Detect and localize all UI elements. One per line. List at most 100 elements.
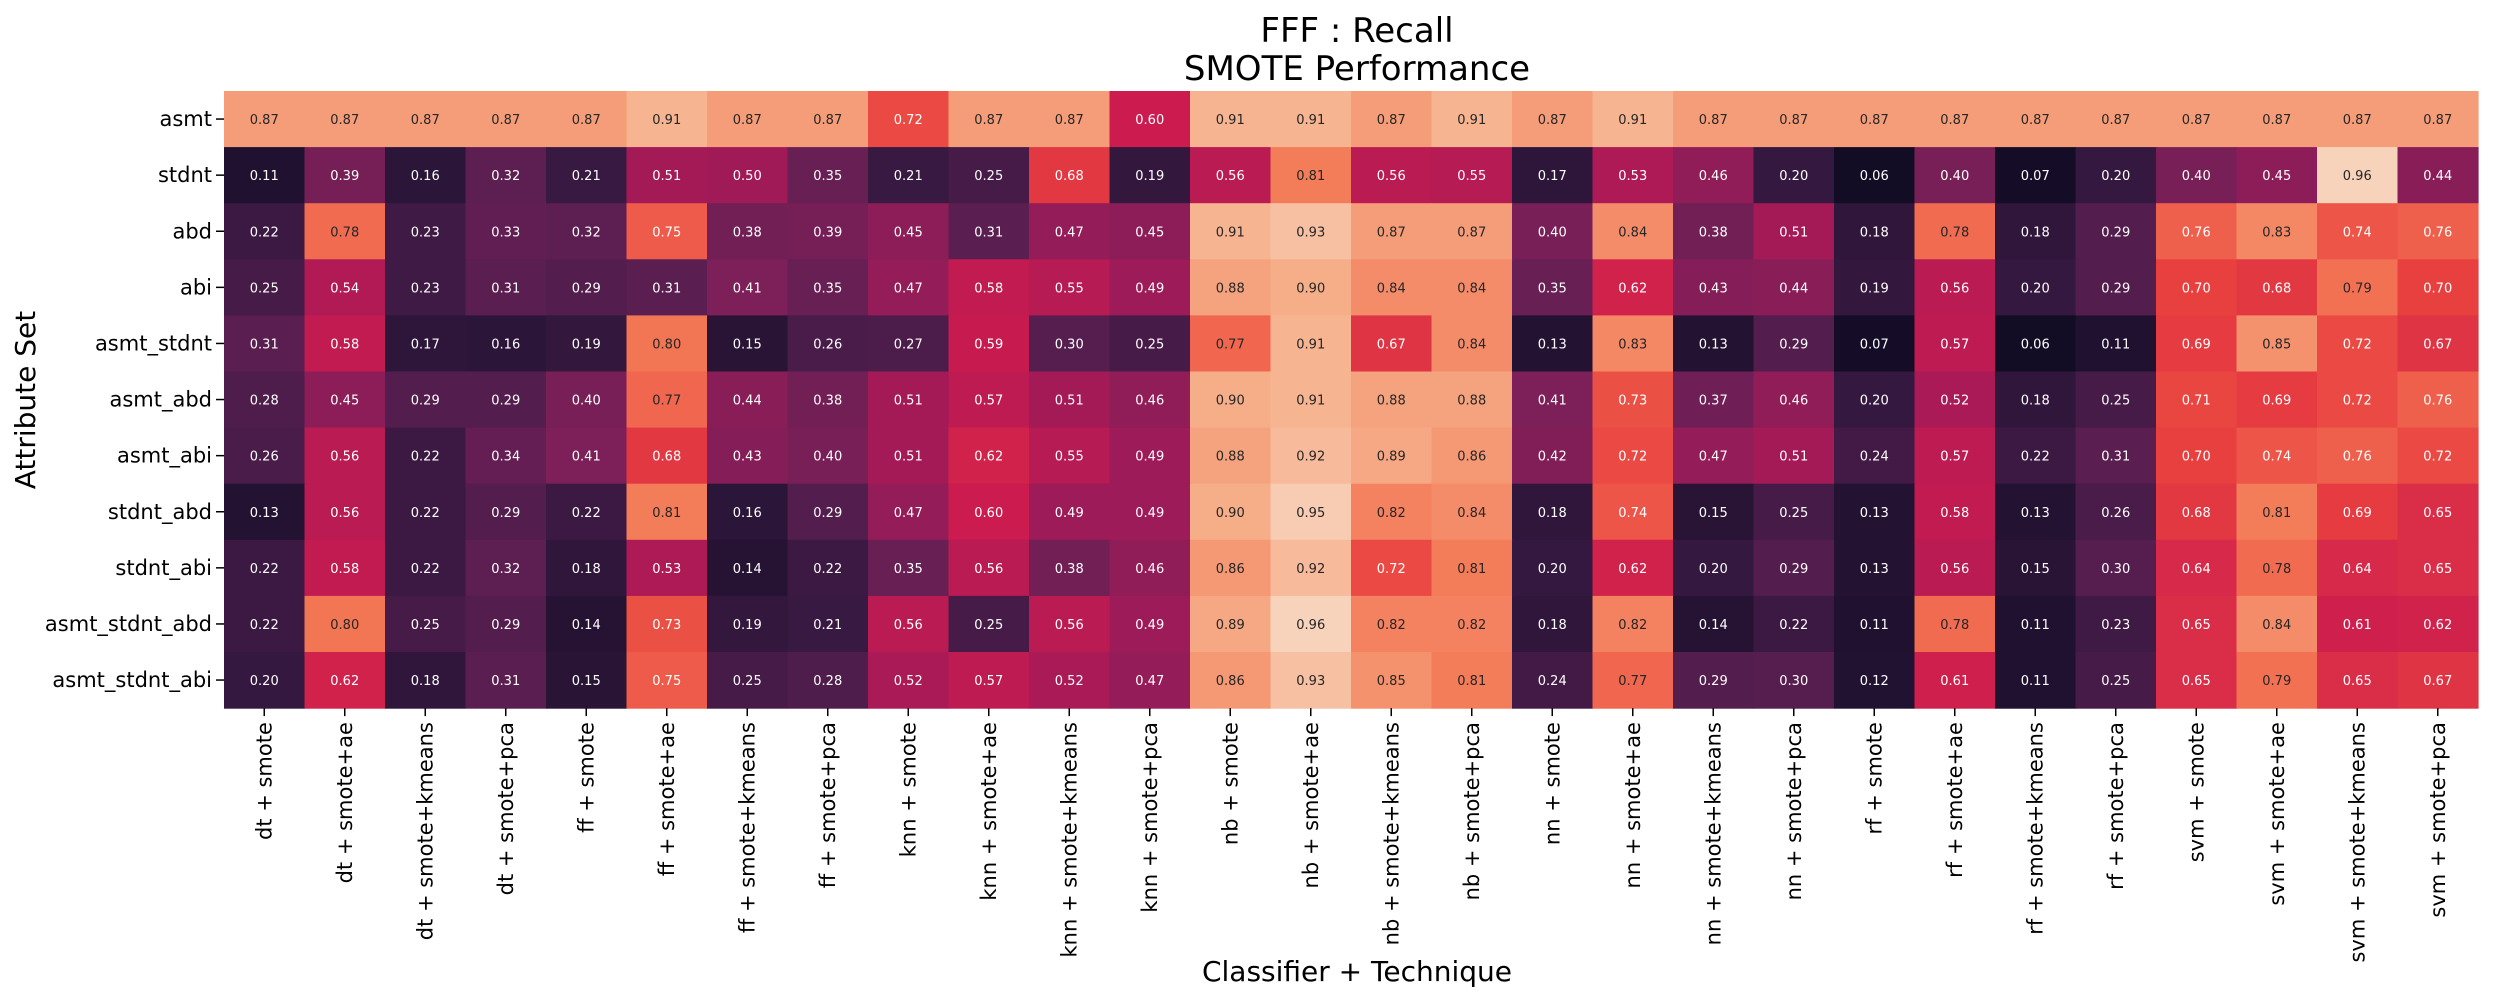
cell-value-label-10-7: 0.28 — [813, 674, 842, 689]
cell-value-label-7-23: 0.26 — [2101, 506, 2130, 521]
cell-value-label-2-7: 0.39 — [813, 225, 842, 240]
cell-value-label-10-1: 0.62 — [330, 674, 359, 689]
heatmap-cell-9-17 — [1592, 595, 1674, 653]
cell-value-label-6-18: 0.47 — [1699, 450, 1728, 465]
cell-value-label-7-27: 0.65 — [2423, 506, 2452, 521]
cell-value-label-0-3: 0.87 — [491, 113, 520, 128]
cell-value-label-5-24: 0.71 — [2182, 394, 2211, 409]
cell-value-label-0-27: 0.87 — [2423, 113, 2452, 128]
cell-value-label-9-15: 0.82 — [1457, 618, 1486, 633]
cell-value-label-6-9: 0.62 — [974, 450, 1003, 465]
heatmap-cell-6-4 — [546, 427, 628, 485]
heatmap-cell-5-15 — [1431, 371, 1513, 429]
cell-value-label-5-27: 0.76 — [2423, 394, 2452, 409]
cell-value-label-9-24: 0.65 — [2182, 618, 2211, 633]
heatmap-cell-2-27 — [2397, 203, 2479, 260]
x-tick-label-4: ff + smote — [574, 722, 598, 833]
chart-subtitle: SMOTE Performance — [1184, 49, 1530, 89]
cell-value-label-8-14: 0.72 — [1377, 562, 1406, 577]
heatmap-cell-0-22 — [1995, 91, 2077, 148]
cell-value-label-3-3: 0.31 — [491, 281, 520, 296]
heatmap-cell-8-21 — [1914, 539, 1996, 597]
cell-value-label-5-4: 0.40 — [572, 394, 601, 409]
heatmap-cell-8-10 — [1029, 539, 1111, 597]
cell-value-label-0-12: 0.91 — [1216, 113, 1245, 128]
cell-value-label-2-24: 0.76 — [2182, 225, 2211, 240]
cell-value-label-6-23: 0.31 — [2101, 450, 2130, 465]
cell-value-label-5-2: 0.29 — [411, 394, 440, 409]
cell-value-label-1-17: 0.53 — [1618, 169, 1647, 184]
heatmap-cell-10-0 — [224, 652, 306, 709]
cell-value-label-5-7: 0.38 — [813, 394, 842, 409]
heatmap-cell-2-26 — [2317, 203, 2399, 260]
cell-value-label-0-20: 0.87 — [1860, 113, 1889, 128]
heatmap-cell-10-13 — [1270, 652, 1352, 709]
cell-value-label-10-20: 0.12 — [1860, 674, 1889, 689]
heatmap-cell-0-19 — [1753, 91, 1835, 148]
cell-value-label-6-0: 0.26 — [250, 450, 279, 465]
heatmap-cell-9-1 — [304, 595, 386, 653]
cell-value-label-1-10: 0.68 — [1055, 169, 1084, 184]
heatmap-cell-1-19 — [1753, 147, 1835, 204]
chart-title: FFF : Recall — [1260, 11, 1453, 51]
heatmap-cell-8-6 — [707, 539, 789, 597]
cell-value-label-0-9: 0.87 — [974, 113, 1003, 128]
heatmap-cell-6-8 — [868, 427, 950, 485]
heatmap-cell-6-0 — [224, 427, 306, 485]
heatmap-cell-5-10 — [1029, 371, 1111, 429]
cell-value-label-10-19: 0.30 — [1779, 674, 1808, 689]
x-tick-label-8: knn + smote — [896, 722, 920, 857]
heatmap-cell-2-11 — [1109, 203, 1191, 260]
cell-value-label-3-23: 0.29 — [2101, 281, 2130, 296]
heatmap-cell-1-11 — [1109, 147, 1191, 204]
heatmap-cell-0-5 — [626, 91, 708, 148]
y-tick-label-abi: abi — [180, 275, 212, 299]
heatmap-cell-9-16 — [1512, 595, 1594, 653]
cell-value-label-3-15: 0.84 — [1457, 281, 1486, 296]
heatmap-cell-7-15 — [1431, 483, 1513, 541]
cell-value-label-1-27: 0.44 — [2423, 169, 2452, 184]
heatmap-cell-8-15 — [1431, 539, 1513, 597]
cell-value-label-2-20: 0.18 — [1860, 225, 1889, 240]
cell-value-label-8-4: 0.18 — [572, 562, 601, 577]
cell-value-label-3-25: 0.68 — [2262, 281, 2291, 296]
cell-value-label-2-23: 0.29 — [2101, 225, 2130, 240]
heatmap-cell-5-25 — [2236, 371, 2318, 429]
cell-value-label-0-13: 0.91 — [1296, 113, 1325, 128]
cell-value-label-7-10: 0.49 — [1055, 506, 1084, 521]
heatmap-cell-4-18 — [1673, 315, 1755, 373]
heatmap-cell-4-15 — [1431, 315, 1513, 373]
cell-value-label-10-6: 0.25 — [733, 674, 762, 689]
heatmap-cell-2-22 — [1995, 203, 2077, 260]
cell-value-label-6-6: 0.43 — [733, 450, 762, 465]
cell-value-label-8-20: 0.13 — [1860, 562, 1889, 577]
heatmap-cell-3-7 — [787, 259, 869, 316]
heatmap-cell-10-6 — [707, 652, 789, 709]
heatmap-cell-4-14 — [1351, 315, 1433, 373]
cell-value-label-1-5: 0.51 — [652, 169, 681, 184]
cell-value-label-1-18: 0.46 — [1699, 169, 1728, 184]
cell-value-label-3-9: 0.58 — [974, 281, 1003, 296]
cell-value-label-8-13: 0.92 — [1296, 562, 1325, 577]
heatmap-cell-5-24 — [2156, 371, 2238, 429]
heatmap-cell-8-22 — [1995, 539, 2077, 597]
heatmap-cell-2-15 — [1431, 203, 1513, 260]
heatmap-cell-0-1 — [304, 91, 386, 148]
cell-value-label-6-14: 0.89 — [1377, 450, 1406, 465]
heatmap-cell-5-26 — [2317, 371, 2399, 429]
cell-value-label-5-20: 0.20 — [1860, 394, 1889, 409]
heatmap-cell-10-7 — [787, 652, 869, 709]
cell-value-label-2-2: 0.23 — [411, 225, 440, 240]
heatmap-cell-6-20 — [1834, 427, 1916, 485]
cell-value-label-2-12: 0.91 — [1216, 225, 1245, 240]
heatmap-cell-0-9 — [948, 91, 1030, 148]
cell-value-label-7-0: 0.13 — [250, 506, 279, 521]
cell-value-label-1-9: 0.25 — [974, 169, 1003, 184]
heatmap-cell-0-23 — [2075, 91, 2157, 148]
heatmap-cell-10-25 — [2236, 652, 2318, 709]
x-tick-label-14: nb + smote+kmeans — [1379, 722, 1403, 945]
heatmap-cell-8-23 — [2075, 539, 2157, 597]
cell-value-label-2-0: 0.22 — [250, 225, 279, 240]
heatmap-cell-3-6 — [707, 259, 789, 316]
heatmap-cell-7-24 — [2156, 483, 2238, 541]
